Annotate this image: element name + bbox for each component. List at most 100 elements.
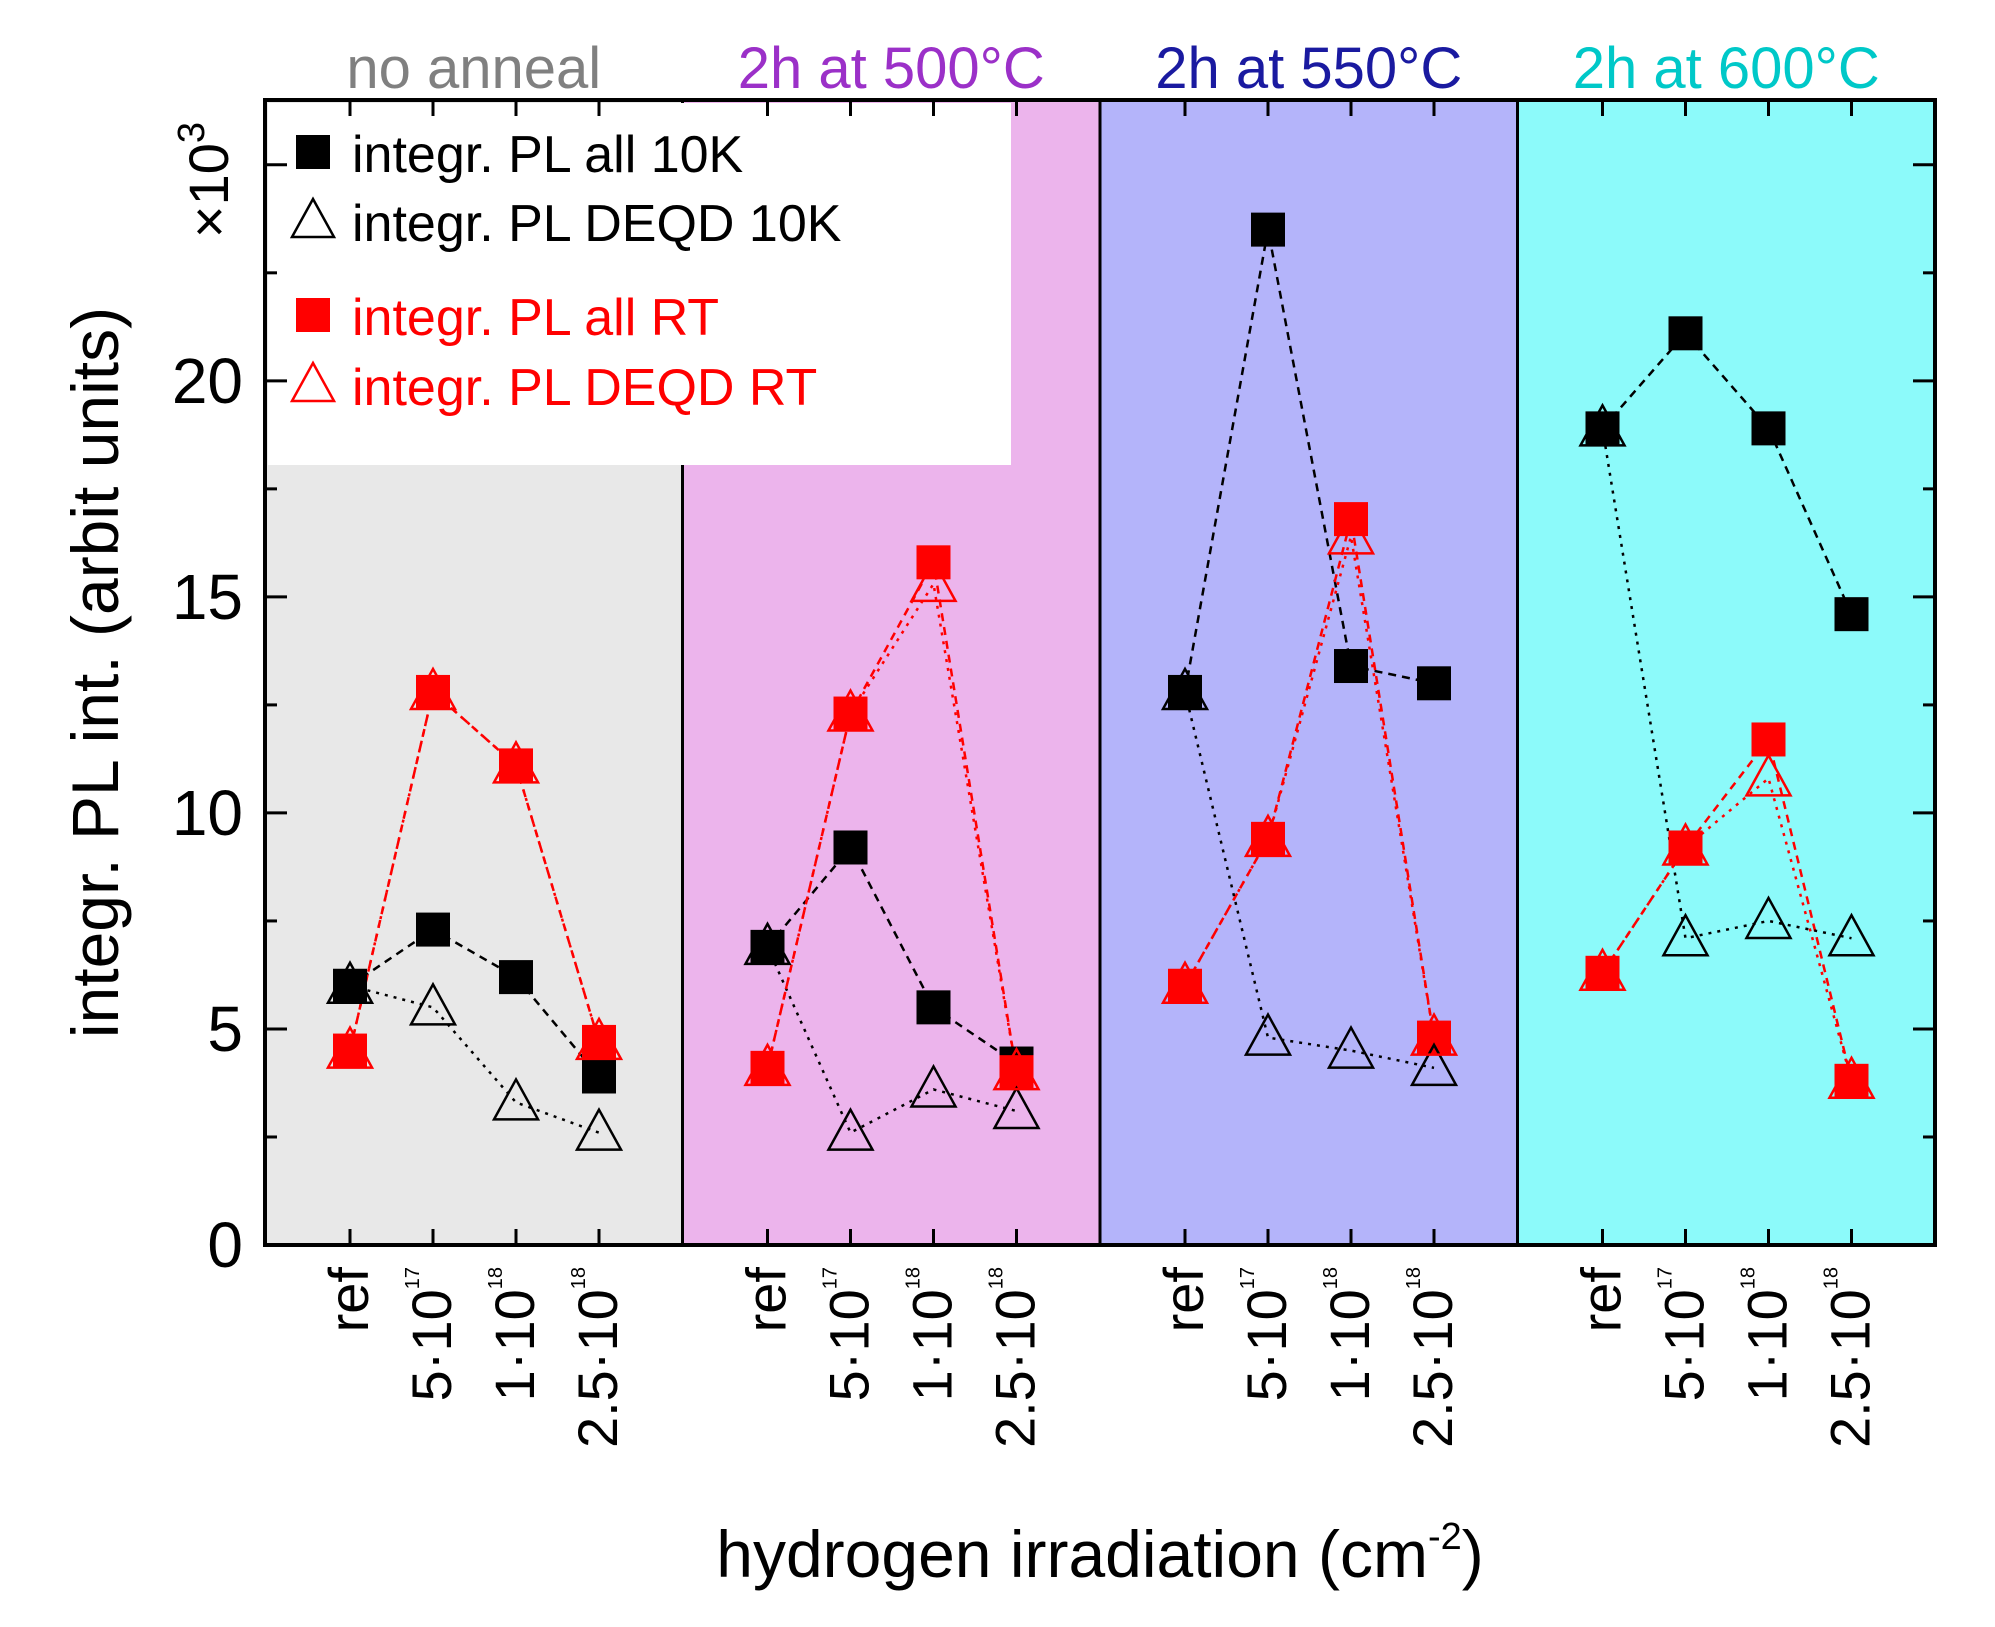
x-tick-label: ref — [1570, 1267, 1633, 1333]
data-point-triangle — [408, 666, 458, 711]
legend-marker-square — [296, 135, 330, 169]
y-tick-label: 5 — [207, 993, 243, 1065]
data-point-square — [1417, 666, 1451, 701]
x-tick-label: ref — [317, 1267, 380, 1333]
x-tick-label: 5·1017 — [1235, 1267, 1298, 1401]
data-point-triangle — [1661, 821, 1710, 866]
legend: integr. PL all 10K integr. PL DEQD 10K int… — [268, 103, 1011, 465]
data-point-triangle — [1578, 402, 1627, 447]
group-background-3 — [1100, 100, 1518, 1245]
data-point-triangle — [1160, 960, 1210, 1005]
data-point-square — [833, 830, 868, 865]
data-point-triangle — [743, 1042, 792, 1087]
x-axis-label: hydrogen irradiation (cm-2) — [716, 1516, 1483, 1591]
data-point-triangle — [743, 921, 792, 966]
y-tick-label: 10 — [172, 777, 243, 849]
data-point-square — [916, 990, 951, 1025]
x-tick-label: 2.5·1018 — [1401, 1267, 1464, 1448]
data-point-triangle — [574, 1107, 624, 1151]
plot-frame — [263, 98, 1937, 1247]
data-point-triangle — [491, 1076, 541, 1121]
data-point-triangle — [909, 1063, 958, 1108]
series-line — [1601, 736, 1853, 1082]
data-point-square — [1251, 212, 1285, 247]
series-line — [1183, 691, 1435, 1070]
x-tick-label: 1·1018 — [1318, 1267, 1381, 1401]
x-tick-label: 1·1018 — [1736, 1267, 1799, 1401]
series-line — [1183, 536, 1436, 1038]
x-tick-label: ref — [1152, 1267, 1215, 1333]
data-point-triangle — [1243, 813, 1293, 858]
legend-label: integr. PL DEQD 10K — [352, 195, 842, 253]
data-point-square — [1668, 316, 1703, 351]
series-line — [766, 946, 1017, 1135]
series-line — [1601, 331, 1853, 615]
y-axis-multiplier: ×103 — [171, 122, 240, 238]
legend-marker-square — [296, 298, 330, 332]
data-point-triangle — [826, 687, 875, 732]
x-tick-label: ref — [735, 1267, 798, 1333]
data-point-square — [1834, 597, 1869, 632]
data-point-triangle — [1326, 1024, 1376, 1069]
group-title: 2h at 550°C — [1155, 36, 1462, 101]
group-title: no anneal — [346, 36, 601, 101]
y-axis-label: integr. PL int. (arbit units) — [58, 307, 132, 1038]
data-point-square — [1334, 502, 1368, 537]
data-point-triangle — [574, 1016, 624, 1061]
data-point-triangle — [1578, 947, 1627, 992]
group-background-4 — [1517, 100, 1935, 1245]
x-tick-label: 5·1017 — [818, 1267, 881, 1401]
data-point-triangle — [1827, 1055, 1876, 1100]
series-line — [766, 558, 1018, 1073]
data-point-triangle — [1827, 912, 1876, 957]
data-point-triangle — [1744, 752, 1793, 797]
legend-label: integr. PL all RT — [352, 289, 719, 347]
data-point-square — [1751, 722, 1786, 757]
series-line — [348, 689, 601, 1051]
data-point-triangle — [1661, 912, 1710, 957]
data-point-triangle — [491, 739, 541, 784]
data-point-triangle — [992, 1046, 1041, 1091]
data-point-triangle — [325, 1024, 375, 1069]
data-point-triangle — [909, 558, 958, 603]
y-tick-label: 0 — [207, 1209, 243, 1281]
data-point-triangle — [1160, 666, 1210, 711]
legend-label: integr. PL all 10K — [352, 126, 744, 184]
data-point-square — [1334, 649, 1368, 684]
data-point-square — [416, 912, 450, 947]
y-tick-label: 20 — [172, 345, 243, 417]
series-line — [766, 580, 1018, 1073]
data-point-triangle — [1744, 895, 1793, 940]
data-point-square — [499, 960, 533, 995]
x-tick-label: 5·1017 — [1653, 1267, 1716, 1401]
series-line — [1183, 518, 1436, 1038]
legend-background — [268, 103, 1011, 465]
legend-marker-triangle — [289, 360, 337, 403]
legend-marker-triangle — [289, 196, 337, 239]
data-point-triangle — [1243, 1012, 1293, 1056]
group-title: 2h at 600°C — [1573, 36, 1880, 101]
x-tick-label: 2.5·1018 — [566, 1267, 629, 1448]
data-point-square — [582, 1059, 616, 1094]
series-line — [1601, 776, 1853, 1082]
series-line — [1183, 229, 1435, 693]
data-point-triangle — [1326, 510, 1376, 555]
y-tick-label: 15 — [172, 561, 243, 633]
x-tick-label: 2.5·1018 — [984, 1267, 1047, 1448]
group-title: 2h at 500°C — [738, 36, 1045, 101]
data-point-triangle — [826, 1107, 875, 1151]
data-point-triangle — [408, 981, 458, 1026]
data-point-triangle — [325, 960, 375, 1005]
x-tick-label: 1·1018 — [901, 1267, 964, 1401]
data-point-triangle — [1409, 1042, 1459, 1087]
x-tick-label: 2.5·1018 — [1819, 1267, 1882, 1448]
x-tick-label: 1·1018 — [483, 1267, 546, 1401]
data-point-square — [1751, 411, 1786, 446]
data-point-triangle — [1409, 1012, 1459, 1056]
series-line — [1601, 428, 1852, 940]
data-point-triangle — [992, 1085, 1041, 1130]
legend-label: integr. PL DEQD RT — [352, 359, 817, 417]
x-tick-label: 5·1017 — [400, 1267, 463, 1401]
